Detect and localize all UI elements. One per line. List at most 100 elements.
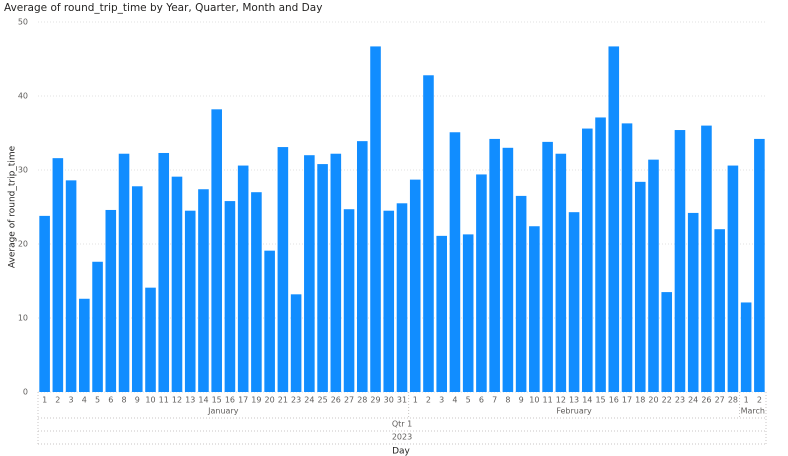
- bar: [277, 147, 289, 392]
- bar: [198, 189, 209, 392]
- x-tick-label: 4: [82, 396, 87, 405]
- chart-title: Average of round_trip_time by Year, Quar…: [4, 2, 322, 14]
- bar: [317, 164, 328, 392]
- x-tick-label: 29: [370, 396, 380, 405]
- x-tick-label: 1: [42, 396, 47, 405]
- y-tick-label: 50: [18, 18, 28, 27]
- x-tick-label: 18: [635, 396, 645, 405]
- month-label: January: [207, 407, 239, 416]
- x-tick-label: 24: [688, 396, 698, 405]
- x-tick-label: 26: [701, 396, 711, 405]
- bar: [131, 186, 143, 392]
- bar: [515, 195, 527, 392]
- x-tick-label: 3: [69, 396, 74, 405]
- bar: [436, 235, 448, 392]
- bar: [65, 180, 77, 392]
- x-tick-label: 11: [159, 396, 169, 405]
- x-tick-label: 2: [757, 396, 762, 405]
- x-tick-label: 30: [384, 396, 394, 405]
- x-tick-label: 5: [466, 396, 471, 405]
- bar: [634, 181, 646, 392]
- x-tick-label: 6: [479, 396, 484, 405]
- x-tick-label: 20: [648, 396, 658, 405]
- x-tick-label: 17: [238, 396, 248, 405]
- bar: [330, 153, 342, 392]
- x-tick-label: 10: [145, 396, 155, 405]
- x-tick-label: 25: [317, 396, 327, 405]
- x-tick-label: 19: [251, 396, 261, 405]
- bar: [423, 75, 434, 392]
- bar: [343, 209, 355, 392]
- bar: [118, 153, 130, 392]
- bar: [237, 165, 249, 392]
- y-tick-label: 0: [23, 388, 28, 397]
- x-tick-label: 8: [505, 396, 510, 405]
- bar: [542, 141, 553, 392]
- y-axis-title: Average of round_trip_time: [8, 145, 18, 268]
- x-tick-label: 1: [413, 396, 418, 405]
- bar: [754, 138, 765, 392]
- x-tick-label: 8: [121, 396, 126, 405]
- y-tick-label: 20: [18, 240, 28, 249]
- bar: [264, 250, 275, 392]
- x-tick-label: 13: [569, 396, 579, 405]
- bar: [661, 292, 673, 392]
- bar: [171, 176, 183, 392]
- bar: [714, 229, 725, 392]
- x-tick-label: 4: [452, 396, 457, 405]
- x-tick-label: 6: [108, 396, 113, 405]
- x-tick-label: 14: [582, 396, 592, 405]
- bar: [79, 298, 90, 392]
- x-tick-label: 15: [212, 396, 222, 405]
- x-tick-label: 15: [595, 396, 605, 405]
- x-tick-label: 2: [55, 396, 60, 405]
- x-tick-label: 28: [357, 396, 367, 405]
- month-label: February: [556, 407, 592, 416]
- x-tick-label: 7: [492, 396, 497, 405]
- x-tick-label: 16: [225, 396, 235, 405]
- x-tick-label: 13: [185, 396, 195, 405]
- quarter-label: Qtr 1: [392, 420, 412, 429]
- bar: [52, 158, 64, 392]
- x-tick-label: 3: [439, 396, 444, 405]
- x-tick-label: 10: [529, 396, 539, 405]
- x-tick-label: 31: [397, 396, 407, 405]
- y-tick-label: 30: [18, 166, 28, 175]
- x-tick-label: 12: [172, 396, 182, 405]
- x-tick-label: 27: [715, 396, 725, 405]
- y-tick-label: 40: [18, 92, 28, 101]
- bar: [370, 46, 381, 393]
- bar: [608, 46, 620, 393]
- bar: [449, 132, 461, 392]
- y-tick-label: 10: [18, 314, 28, 323]
- bar: [211, 109, 222, 392]
- year-label: 2023: [392, 433, 412, 442]
- x-tick-label: 22: [662, 396, 672, 405]
- bar: [462, 234, 474, 392]
- bar: [145, 287, 156, 392]
- x-tick-label: 26: [331, 396, 341, 405]
- bar: [674, 130, 686, 393]
- x-tick-label: 17: [622, 396, 632, 405]
- bar: [409, 179, 421, 392]
- x-axis-title: Day: [392, 447, 410, 456]
- x-tick-label: 2: [426, 396, 431, 405]
- x-tick-label: 12: [556, 396, 566, 405]
- bar: [383, 210, 395, 392]
- bar: [555, 153, 567, 392]
- x-tick-label: 27: [344, 396, 354, 405]
- bar: [701, 125, 712, 392]
- x-tick-label: 11: [543, 396, 553, 405]
- x-tick-label: 20: [265, 396, 275, 405]
- bar: [92, 261, 103, 392]
- bar: [290, 294, 302, 392]
- x-tick-label: 5: [95, 396, 100, 405]
- bar: [158, 152, 170, 392]
- x-tick-label: 28: [728, 396, 738, 405]
- x-tick-label: 1: [744, 396, 749, 405]
- bar: [356, 141, 368, 392]
- x-tick-label: 21: [278, 396, 288, 405]
- bar: [396, 203, 408, 392]
- x-tick-label: 24: [304, 396, 314, 405]
- bar: [727, 165, 739, 392]
